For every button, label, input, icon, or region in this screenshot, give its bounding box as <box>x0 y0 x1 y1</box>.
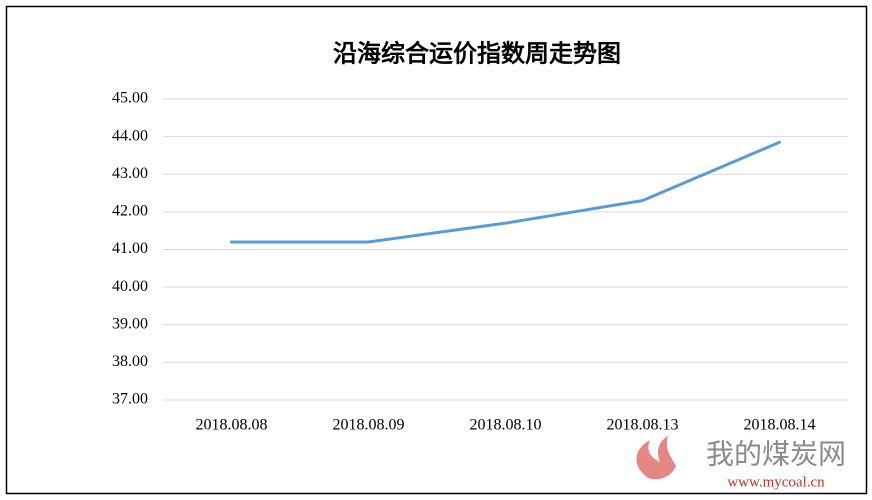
x-tick-label: 2018.08.08 <box>196 417 268 434</box>
chart-title: 沿海综合运价指数周走势图 <box>333 40 621 68</box>
y-tick-label: 43.00 <box>112 165 148 182</box>
y-tick-label: 37.00 <box>112 391 148 408</box>
y-tick-label: 40.00 <box>112 278 148 295</box>
y-tick-label: 45.00 <box>112 90 148 107</box>
y-tick-label: 39.00 <box>112 315 148 332</box>
y-tick-label: 38.00 <box>112 353 148 370</box>
x-tick-label: 2018.08.09 <box>333 417 405 434</box>
x-tick-label: 2018.08.14 <box>744 417 816 434</box>
y-tick-label: 41.00 <box>112 240 148 257</box>
x-tick-label: 2018.08.10 <box>470 417 542 434</box>
watermark-name: 我的煤炭网 <box>706 438 846 470</box>
y-tick-label: 42.00 <box>112 203 148 220</box>
y-tick-label: 44.00 <box>112 127 148 144</box>
data-line <box>230 140 781 244</box>
watermark-logo <box>636 436 676 480</box>
watermark: 我的煤炭网 www.mycoal.cn <box>636 436 846 490</box>
x-tick-label: 2018.08.13 <box>607 417 679 434</box>
watermark-url: www.mycoal.cn <box>727 474 825 490</box>
